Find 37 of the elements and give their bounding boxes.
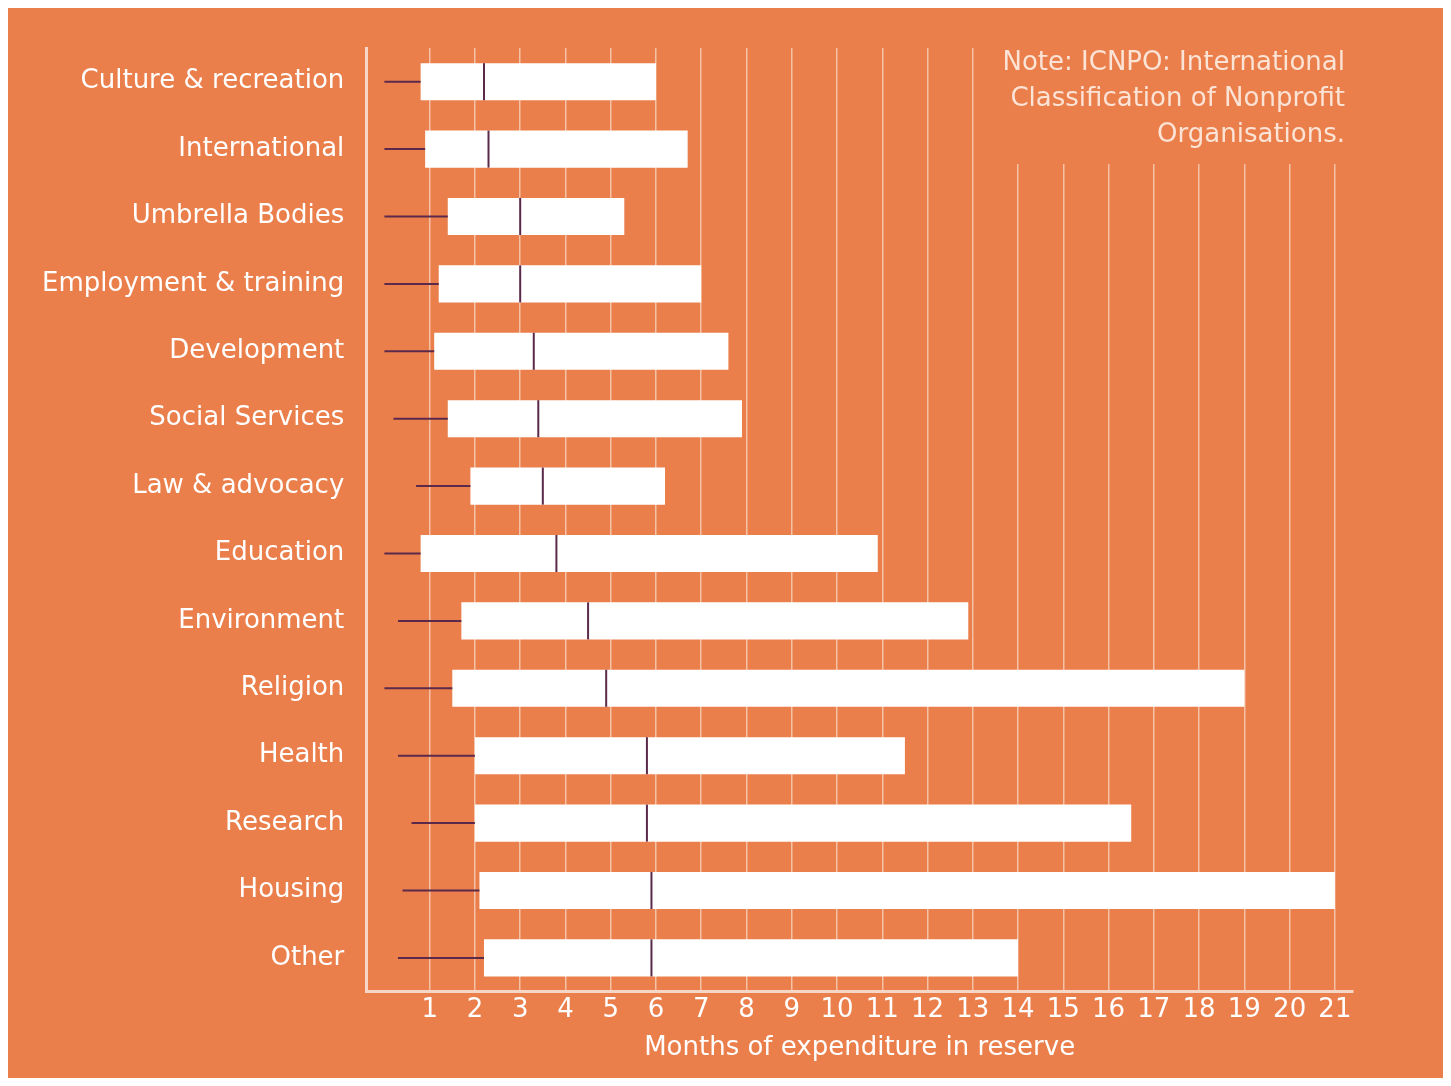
x-tick-label: 14 [1001, 992, 1035, 1023]
x-tick-label: 10 [820, 992, 854, 1023]
annotation: Note: ICNPO: International Classification of Nonprofit Organisations. [1002, 45, 1345, 148]
y-tick-label: Health [258, 738, 345, 769]
y-tick-label: Education [214, 536, 345, 567]
x-tick-label: 3 [511, 992, 529, 1023]
y-tick-label: Religion [240, 671, 345, 702]
y-tick-label: Other [270, 940, 345, 971]
x-tick-label: 18 [1182, 992, 1216, 1023]
x-tick-label: 6 [647, 992, 665, 1023]
x-tick-label: 2 [466, 992, 484, 1023]
x-tick-label: 15 [1046, 992, 1080, 1023]
x-axis-title: Months of expenditure in reserve [644, 1031, 1076, 1062]
x-tick-label: 4 [557, 992, 574, 1023]
x-tick-label: 8 [738, 992, 755, 1023]
y-tick-label: Development [169, 334, 345, 365]
y-tick-label: Environment [178, 603, 345, 634]
y-tick-label: Housing [238, 873, 345, 904]
y-tick-label: Culture & recreation [80, 64, 345, 95]
y-tick-label: International [178, 131, 345, 162]
x-tick-label: 21 [1318, 992, 1352, 1023]
x-tick-label: 19 [1227, 992, 1261, 1023]
x-tick-label: 7 [692, 992, 710, 1023]
x-tick-label: 1 [421, 992, 438, 1023]
x-tick-label: 13 [956, 992, 990, 1023]
x-tick-label: 9 [783, 992, 801, 1023]
x-tick-label: 17 [1137, 992, 1171, 1023]
y-tick-label: Umbrella Bodies [131, 199, 345, 230]
y-tick-label: Employment & training [41, 266, 345, 297]
y-tick-label: Social Services [149, 401, 345, 432]
x-tick-label: 16 [1092, 992, 1126, 1023]
x-tick-label: 11 [865, 992, 899, 1023]
x-tick-label: 20 [1273, 992, 1307, 1023]
y-tick-label: Research [225, 805, 345, 836]
x-tick-label: 5 [602, 992, 619, 1023]
y-tick-label: Law & advocacy [132, 468, 345, 499]
x-tick-label: 12 [911, 992, 945, 1023]
